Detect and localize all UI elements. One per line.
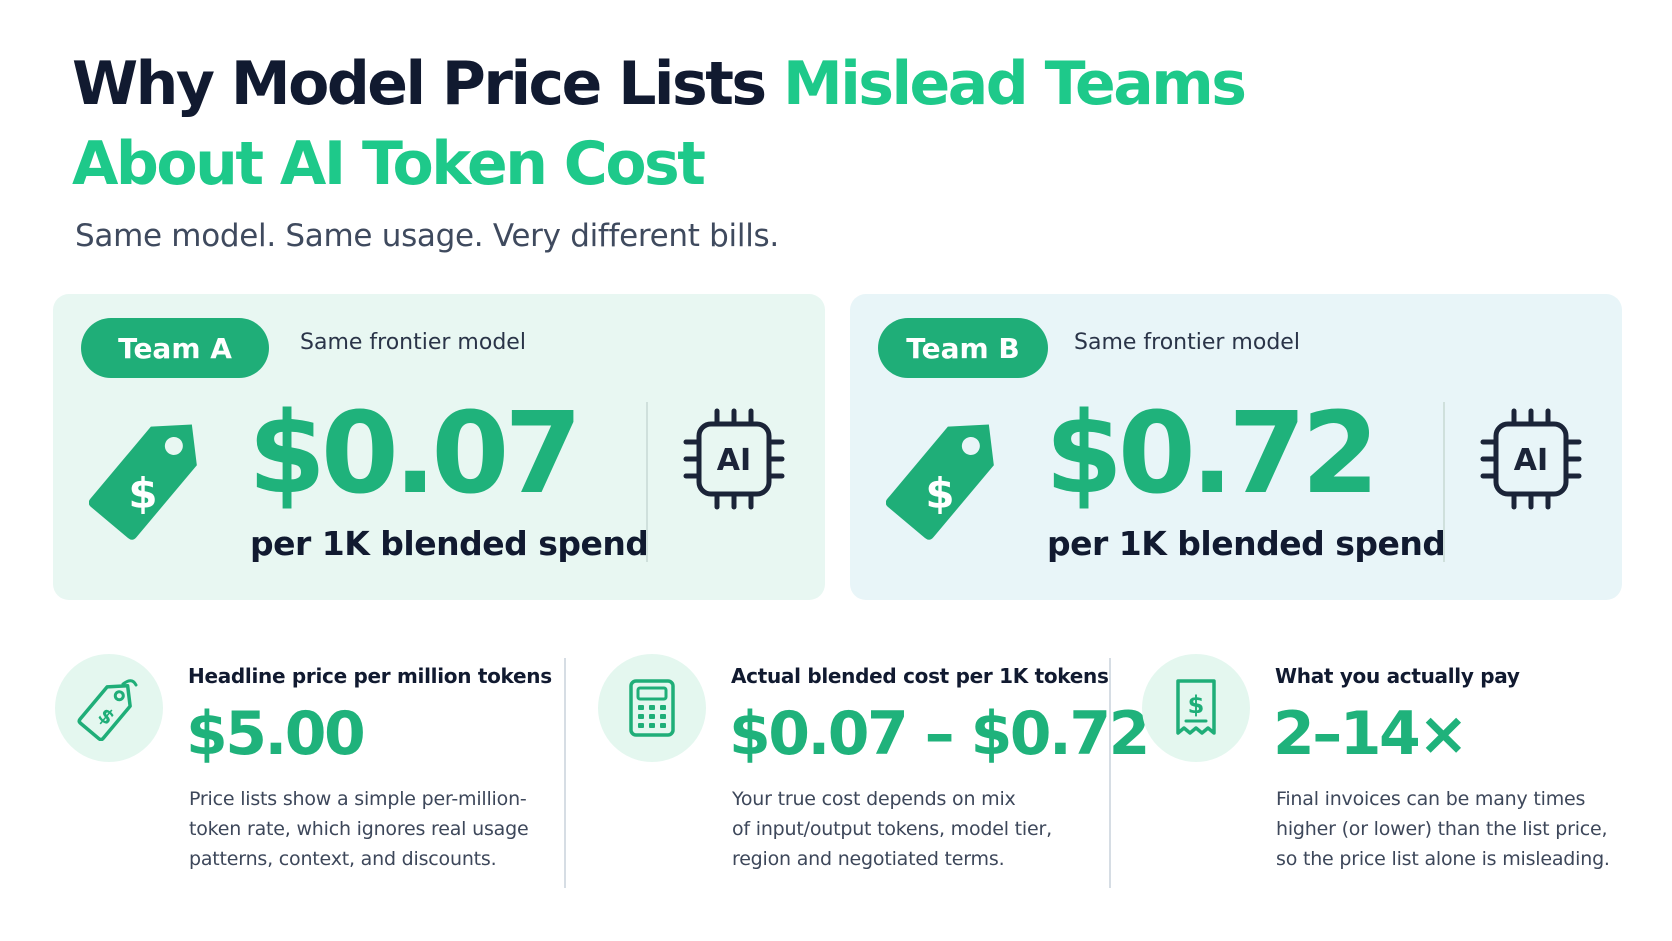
stat-description-line: so the price list alone is misleading.	[1276, 848, 1610, 870]
stat-description-line: region and negotiated terms.	[732, 848, 1005, 870]
stat-value: $0.07 – $0.72	[729, 699, 1150, 769]
stat-description-line: Price lists show a simple per-million-	[189, 788, 527, 810]
stat-icon-circle	[598, 654, 706, 762]
stat-description-line: Your true cost depends on mix	[732, 788, 1016, 810]
stat-description-line: of input/output tokens, model tier,	[732, 818, 1052, 840]
stat-description: Your true cost depends on mix of input/o…	[732, 784, 1102, 874]
team-a-price-caption: per 1K blended spend	[250, 524, 649, 563]
team-b-divider	[1443, 402, 1445, 562]
chip-label: AI	[1514, 443, 1548, 478]
receipt-icon: $	[1176, 679, 1216, 735]
stat-description-line: Final invoices can be many times	[1276, 788, 1586, 810]
stat-description-line: higher (or lower) than the list price,	[1276, 818, 1608, 840]
team-b-note: Same frontier model	[1074, 330, 1300, 355]
stat-description: Final invoices can be many times higher …	[1276, 784, 1646, 874]
page-subtitle: Same model. Same usage. Very different b…	[75, 218, 779, 254]
ai-chip-icon: AI	[683, 408, 785, 510]
svg-text:$: $	[1188, 691, 1205, 719]
team-a-panel: Team A Same frontier model $ $0.07 per 1…	[53, 294, 825, 600]
title-accent-line2: About AI Token Cost	[72, 129, 706, 199]
stat-actual-pay: $ What you actually pay 2–14× Final invo…	[1142, 652, 1642, 892]
team-a-price: $0.07	[248, 389, 582, 519]
team-b-panel: Team B Same frontier model $ $0.72 per 1…	[850, 294, 1622, 600]
stat-heading: Actual blended cost per 1K tokens	[731, 664, 1109, 688]
stat-icon-circle: $	[1142, 654, 1250, 762]
tag-dollar-symbol: $	[925, 469, 954, 518]
team-b-price-caption: per 1K blended spend	[1047, 524, 1446, 563]
stat-separator	[1109, 658, 1111, 888]
stat-blended-cost: Actual blended cost per 1K tokens $0.07 …	[598, 652, 1150, 892]
ai-chip-icon: AI	[1480, 408, 1582, 510]
calculator-icon	[629, 679, 675, 737]
stat-value: $5.00	[186, 699, 366, 769]
stat-description: Price lists show a simple per-million- t…	[189, 784, 559, 874]
team-a-divider	[646, 402, 648, 562]
price-tag-icon: $	[886, 424, 994, 540]
team-a-note: Same frontier model	[300, 330, 526, 355]
stat-heading: What you actually pay	[1275, 664, 1520, 688]
stat-separator	[564, 658, 566, 888]
title-dark-part: Why Model Price Lists	[72, 49, 783, 119]
tag-dollar-symbol: $	[128, 469, 157, 518]
team-b-price: $0.72	[1045, 389, 1379, 519]
chip-label: AI	[717, 443, 751, 478]
team-a-badge: Team A	[81, 318, 269, 378]
team-b-badge: Team B	[878, 318, 1048, 378]
title-accent-part: Mislead Teams	[783, 49, 1247, 119]
stat-heading: Headline price per million tokens	[188, 664, 552, 688]
price-tag-outline-icon: $	[77, 679, 138, 741]
page-title: Why Model Price Lists Mislead Teams About…	[72, 44, 1247, 204]
stat-value: 2–14×	[1273, 699, 1469, 769]
stat-headline-price: $ Headline price per million tokens $5.0…	[55, 652, 555, 892]
stat-icon-circle: $	[55, 654, 163, 762]
price-tag-icon: $	[89, 424, 197, 540]
stat-description-line: token rate, which ignores real usage	[189, 818, 529, 840]
stat-description-line: patterns, context, and discounts.	[189, 848, 497, 870]
